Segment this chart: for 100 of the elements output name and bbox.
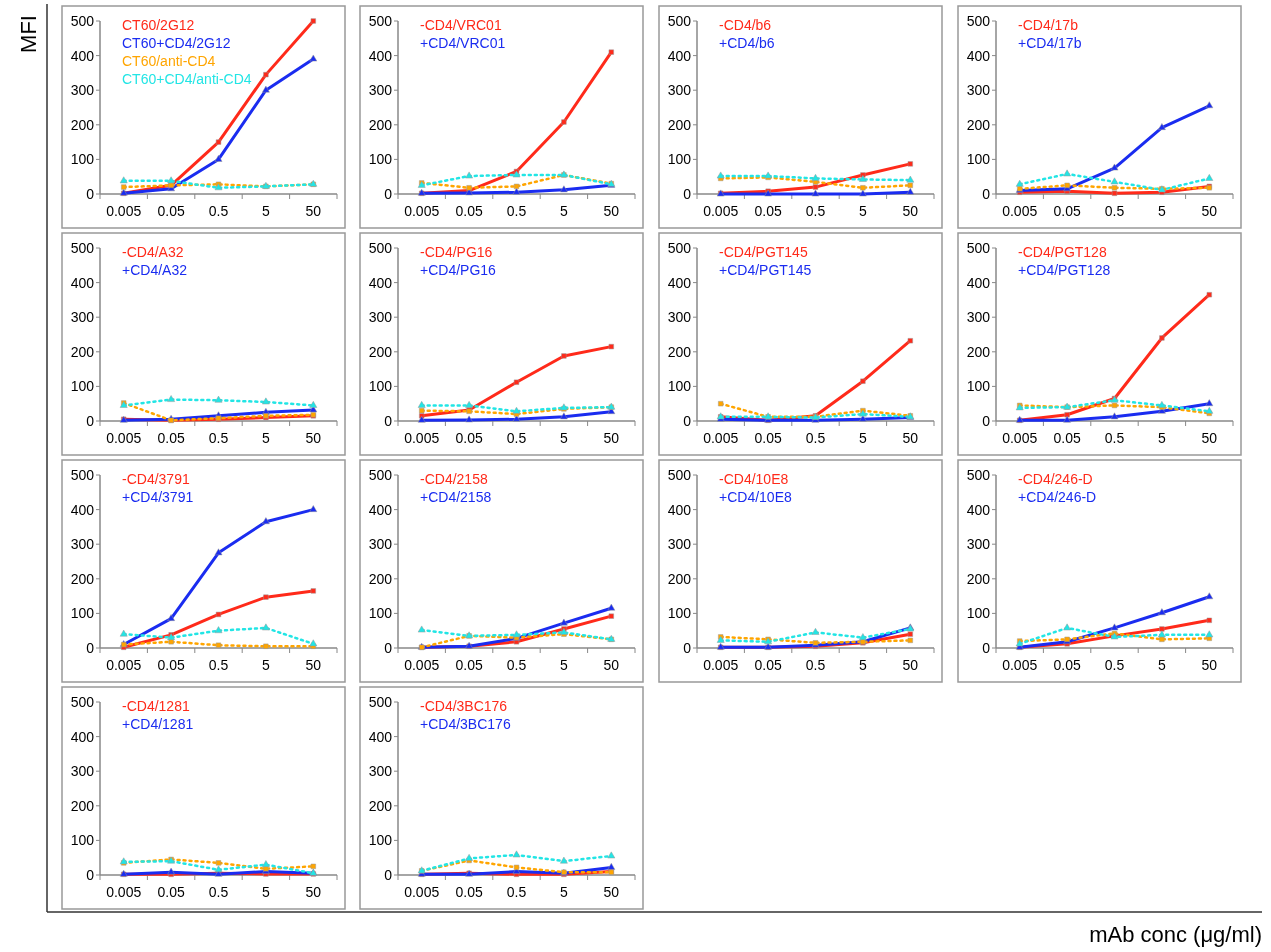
y-tick-label: 0 [384, 866, 393, 883]
x-tick-label: 5 [859, 430, 867, 446]
y-tick-label: 0 [86, 185, 95, 202]
x-tick-label: 0.05 [1053, 657, 1081, 673]
x-tick-label: 50 [305, 884, 322, 900]
y-tick-label: 200 [70, 343, 95, 360]
y-tick-label: 400 [70, 47, 95, 64]
y-tick-label: 300 [368, 536, 393, 553]
y-tick-label: 100 [966, 378, 991, 395]
x-tick-label: 5 [560, 884, 568, 900]
y-tick-label: 0 [982, 639, 991, 656]
x-tick-label: 0.05 [1053, 203, 1081, 219]
text: -CD4/PG16 [420, 244, 493, 260]
x-tick-label: 0.05 [455, 884, 483, 900]
y-tick-label: 0 [982, 412, 991, 429]
y-tick-label: 100 [70, 605, 95, 622]
x-tick-label: 5 [262, 657, 270, 673]
x-tick-label: 0.5 [805, 430, 826, 446]
y-tick-label: 200 [966, 343, 991, 360]
y-tick-label: 100 [667, 378, 692, 395]
x-tick-label: 0.005 [703, 430, 739, 446]
x-axis-title: mAb conc (μg/ml) [1089, 922, 1262, 947]
text: +CD4/17b [1018, 35, 1082, 51]
x-tick-label: 0.5 [805, 203, 826, 219]
x-tick-label: 0.05 [157, 203, 185, 219]
text: -CD4/A32 [122, 244, 184, 260]
x-tick-label: 0.5 [506, 657, 527, 673]
x-tick-label: 50 [902, 430, 919, 446]
x-tick-label: 50 [305, 430, 322, 446]
x-tick-label: 0.005 [404, 203, 440, 219]
y-tick-label: 200 [368, 570, 393, 587]
x-tick-label: 0.5 [1104, 430, 1125, 446]
y-tick-label: 200 [368, 116, 393, 133]
y-tick-label: 400 [966, 274, 991, 291]
y-tick-label: 500 [966, 466, 991, 483]
y-tick-label: 300 [70, 82, 95, 99]
x-tick-label: 5 [262, 430, 270, 446]
y-tick-label: 400 [368, 47, 393, 64]
y-tick-label: 500 [966, 239, 991, 256]
text: -CD4/10E8 [719, 471, 789, 487]
y-tick-label: 100 [368, 378, 393, 395]
x-tick-label: 0.05 [157, 884, 185, 900]
text: -CD4/3791 [122, 471, 190, 487]
y-tick-label: 300 [368, 82, 393, 99]
y-tick-label: 0 [384, 412, 393, 429]
y-tick-label: 200 [70, 116, 95, 133]
text: -CD4/1281 [122, 698, 190, 714]
text: +CD4/PG16 [420, 262, 497, 278]
x-tick-label: 0.5 [805, 657, 826, 673]
y-tick-label: 500 [368, 12, 393, 29]
x-tick-label: 0.05 [157, 657, 185, 673]
x-tick-label: 50 [305, 657, 322, 673]
y-tick-label: 400 [368, 501, 393, 518]
x-tick-label: 5 [560, 430, 568, 446]
y-tick-label: 200 [70, 570, 95, 587]
y-tick-label: 400 [70, 274, 95, 291]
x-tick-label: 50 [1201, 657, 1218, 673]
x-tick-label: 5 [560, 203, 568, 219]
y-tick-label: 300 [966, 82, 991, 99]
y-tick-label: 300 [667, 309, 692, 326]
x-tick-label: 0.5 [208, 657, 229, 673]
y-tick-label: 400 [966, 501, 991, 518]
text: +CD4/2158 [420, 489, 492, 505]
y-tick-label: 0 [86, 866, 95, 883]
x-tick-label: 5 [859, 203, 867, 219]
y-tick-label: 0 [384, 639, 393, 656]
y-tick-label: 100 [368, 605, 393, 622]
y-tick-label: 500 [368, 239, 393, 256]
y-tick-label: 100 [70, 832, 95, 849]
text: -CD4/17b [1018, 17, 1079, 33]
x-tick-label: 50 [902, 657, 919, 673]
text: +CD4/VRC01 [420, 35, 506, 51]
y-tick-label: 400 [368, 728, 393, 745]
y-tick-label: 0 [683, 639, 692, 656]
x-tick-label: 5 [262, 203, 270, 219]
y-tick-label: 0 [683, 412, 692, 429]
text: +CD4/PGT128 [1018, 262, 1111, 278]
text: -CD4/PGT145 [719, 244, 808, 260]
x-tick-label: 5 [1158, 203, 1166, 219]
x-tick-label: 50 [603, 884, 620, 900]
y-tick-label: 0 [384, 185, 393, 202]
text: CT60/anti-CD4 [122, 53, 216, 69]
x-tick-label: 0.005 [1002, 657, 1038, 673]
y-tick-label: 500 [966, 12, 991, 29]
x-tick-label: 0.005 [106, 884, 142, 900]
y-tick-label: 500 [667, 466, 692, 483]
x-tick-label: 5 [1158, 430, 1166, 446]
y-tick-label: 300 [70, 536, 95, 553]
x-tick-label: 50 [1201, 430, 1218, 446]
text: CT60+CD4/2G12 [122, 35, 231, 51]
x-tick-label: 0.5 [506, 430, 527, 446]
text: +CD4/PGT145 [719, 262, 812, 278]
y-tick-label: 400 [667, 501, 692, 518]
x-tick-label: 0.5 [208, 203, 229, 219]
x-tick-label: 5 [1158, 657, 1166, 673]
y-tick-label: 500 [667, 239, 692, 256]
x-tick-label: 0.005 [106, 203, 142, 219]
x-tick-label: 0.5 [208, 430, 229, 446]
x-tick-label: 0.005 [1002, 203, 1038, 219]
y-tick-label: 0 [86, 639, 95, 656]
